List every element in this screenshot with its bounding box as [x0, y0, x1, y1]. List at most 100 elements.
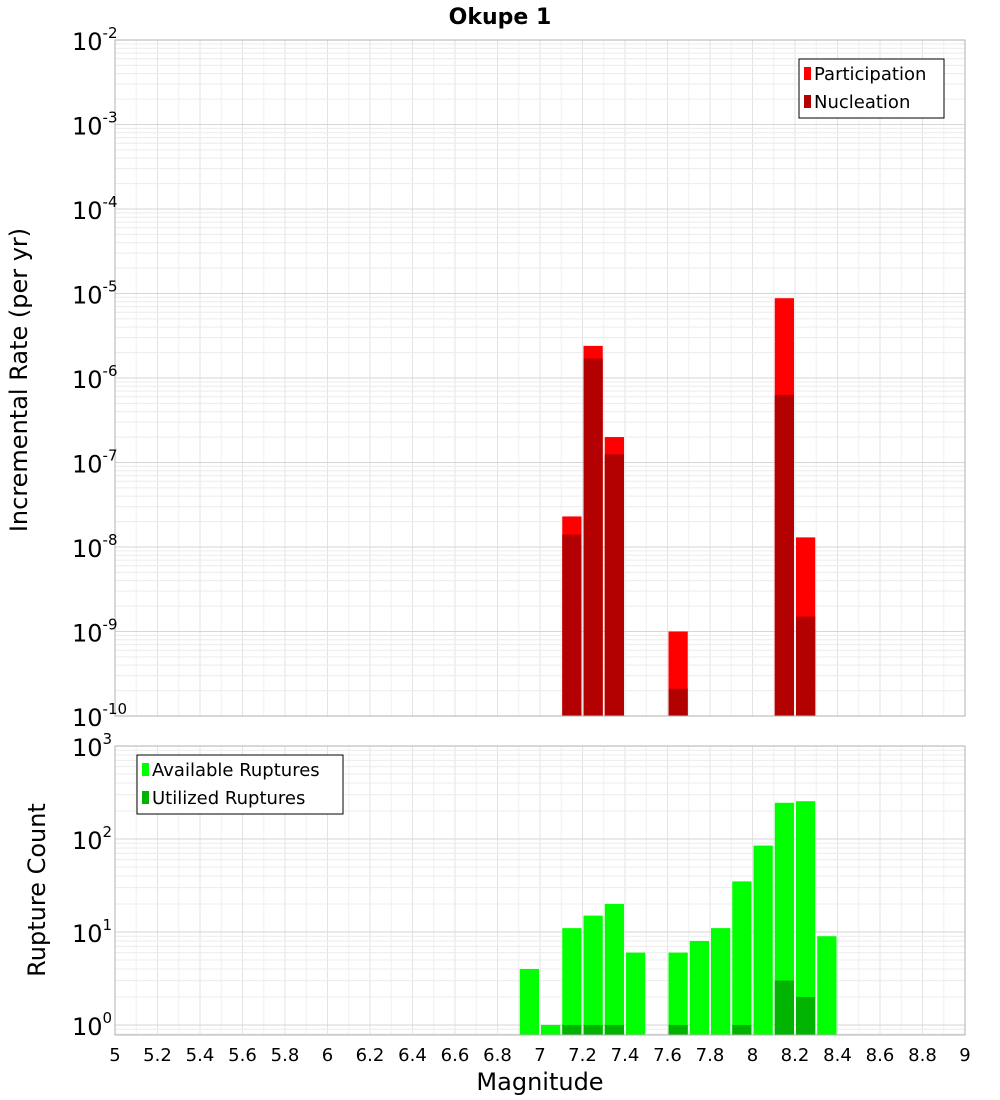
x-tick-label: 8.2 [781, 1045, 810, 1066]
bar-utilized-ruptures [562, 1024, 582, 1035]
bar-utilized-ruptures [583, 1024, 603, 1035]
y-tick-label: 10-7 [72, 447, 118, 479]
y-tick-base: 10 [72, 827, 103, 855]
legend-label: Participation [814, 64, 926, 85]
x-tick-label: 8.8 [908, 1045, 937, 1066]
y-tick-label: 10-9 [72, 616, 118, 648]
bar-available-ruptures [732, 881, 752, 1035]
bar-available-ruptures [541, 1024, 561, 1035]
y-tick-base: 10 [72, 1013, 103, 1041]
y-tick-exponent: -8 [103, 531, 118, 549]
legend-box [136, 754, 344, 815]
y-tick-base: 10 [72, 620, 103, 648]
bar-available-ruptures [668, 952, 688, 1035]
y-tick-exponent: 3 [103, 730, 113, 748]
y-tick-exponent: -5 [103, 278, 118, 296]
y-tick-label: 102 [72, 823, 112, 855]
y-tick-label: 101 [72, 916, 112, 948]
y-tick-base: 10 [72, 28, 103, 56]
y-tick-exponent: -10 [103, 700, 128, 718]
bar-utilized-ruptures [668, 1024, 688, 1035]
legend-label: Available Ruptures [152, 760, 320, 781]
count-y-axis-label: Rupture Count [23, 803, 51, 977]
x-tick-label: 8.4 [823, 1045, 852, 1066]
bar-nucleation [562, 534, 582, 716]
y-tick-label: 10-10 [72, 700, 127, 732]
legend: Available Ruptures Utilized Ruptures [136, 754, 344, 815]
x-tick-label: 7 [534, 1045, 545, 1066]
y-tick-base: 10 [72, 535, 103, 563]
bar-available-ruptures [774, 802, 794, 1035]
plot-frame [114, 745, 966, 1036]
bar-nucleation [668, 688, 688, 716]
x-axis-label: Magnitude [476, 1068, 603, 1096]
bar-available-ruptures [562, 928, 582, 1035]
y-tick-base: 10 [72, 282, 103, 310]
y-tick-base: 10 [72, 113, 103, 141]
bar-utilized-ruptures [732, 1024, 752, 1035]
y-tick-base: 10 [72, 704, 103, 732]
legend-box [798, 58, 945, 119]
legend-swatch [142, 791, 149, 804]
plot-frame [114, 39, 966, 717]
bar-nucleation [604, 454, 624, 716]
y-tick-base: 10 [72, 366, 103, 394]
legend: Participation Nucleation [798, 58, 945, 119]
x-tick-label: 8.6 [866, 1045, 895, 1066]
x-tick-label: 6.8 [483, 1045, 512, 1066]
y-tick-exponent: -7 [103, 447, 118, 465]
x-tick-label: 7.8 [696, 1045, 725, 1066]
x-tick-label: 6.2 [356, 1045, 385, 1066]
bar-available-ruptures [604, 903, 624, 1035]
y-tick-exponent: 1 [103, 916, 113, 934]
x-tick-label: 5 [109, 1045, 120, 1066]
legend-swatch [804, 67, 811, 80]
x-tick-label: 7.2 [568, 1045, 597, 1066]
x-tick-label: 6.4 [398, 1045, 427, 1066]
chart-title: Okupe 1 [449, 5, 552, 30]
y-tick-label: 100 [72, 1009, 112, 1041]
y-tick-exponent: 0 [103, 1009, 113, 1027]
bar-available-ruptures [817, 936, 837, 1035]
legend-label: Utilized Ruptures [152, 788, 305, 809]
bar-utilized-ruptures [796, 996, 816, 1035]
y-tick-label: 10-5 [72, 278, 118, 310]
rate-y-axis-label: Incremental Rate (per yr) [5, 228, 33, 532]
y-tick-exponent: -2 [103, 24, 118, 42]
bar-available-ruptures [711, 928, 731, 1035]
y-tick-exponent: -6 [103, 362, 118, 380]
x-tick-label: 5.4 [186, 1045, 215, 1066]
bar-available-ruptures [689, 940, 709, 1035]
x-tick-label: 7.4 [611, 1045, 640, 1066]
x-tick-label: 5.8 [271, 1045, 300, 1066]
bar-available-ruptures [519, 968, 539, 1035]
y-tick-label: 103 [72, 730, 112, 762]
x-tick-label: 8 [747, 1045, 758, 1066]
bar-nucleation [774, 394, 794, 716]
bar-available-ruptures [753, 845, 773, 1035]
y-tick-base: 10 [72, 451, 103, 479]
bar-utilized-ruptures [604, 1024, 624, 1035]
legend-swatch [142, 763, 149, 776]
x-tick-label: 6 [322, 1045, 333, 1066]
bar-available-ruptures [583, 915, 603, 1035]
rate-panel: 10-1010-910-810-710-610-510-410-310-2Par… [72, 24, 966, 732]
bar-nucleation [583, 358, 603, 716]
bar-nucleation [796, 616, 816, 716]
x-axis: 5 5.2 5.4 5.6 5.8 6 6.2 6.4 6.6 6.8 7 7.2 7.4 7.6 7.8 8… [109, 1045, 970, 1066]
x-tick-label: 6.6 [441, 1045, 470, 1066]
y-tick-exponent: 2 [103, 823, 113, 841]
x-tick-label: 9 [959, 1045, 970, 1066]
y-tick-exponent: -4 [103, 193, 118, 211]
y-tick-label: 10-2 [72, 24, 118, 56]
bar-available-ruptures [796, 801, 816, 1035]
bar-utilized-ruptures [774, 980, 794, 1035]
x-tick-label: 7.6 [653, 1045, 682, 1066]
legend-swatch [804, 95, 811, 108]
y-tick-label: 10-8 [72, 531, 118, 563]
y-tick-label: 10-3 [72, 109, 118, 141]
y-tick-exponent: -9 [103, 616, 118, 634]
y-tick-base: 10 [72, 197, 103, 225]
